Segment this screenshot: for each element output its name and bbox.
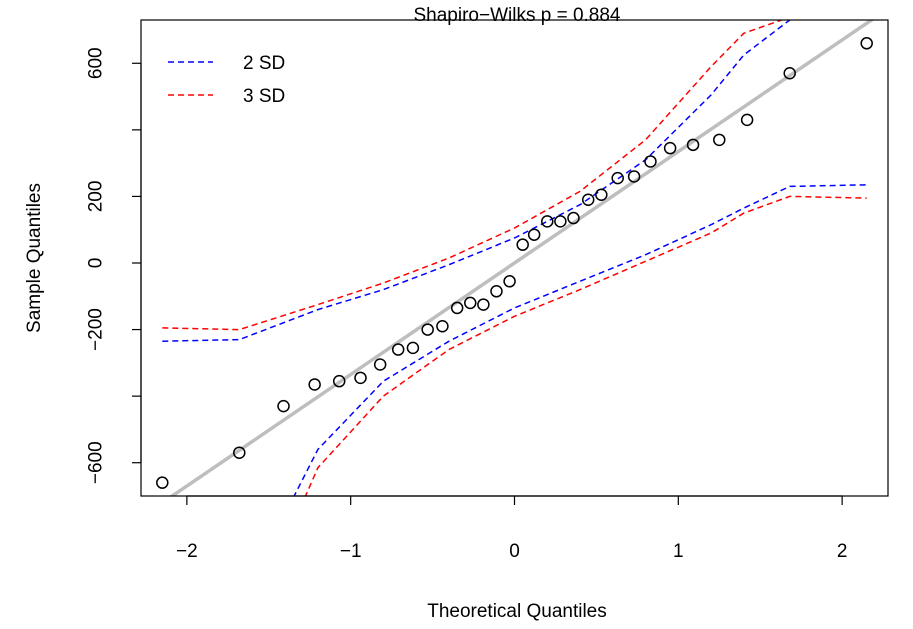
y-tick-label: −200 bbox=[86, 308, 107, 351]
y-tick-label: 600 bbox=[86, 47, 107, 79]
envelope-2-upper bbox=[162, 20, 782, 331]
x-tick-label: 0 bbox=[509, 541, 520, 562]
data-point bbox=[713, 133, 726, 147]
envelope-1-lower bbox=[293, 184, 867, 496]
x-tick-label: −2 bbox=[176, 541, 198, 562]
data-point bbox=[627, 170, 641, 183]
data-point bbox=[277, 399, 290, 413]
data-point bbox=[233, 446, 246, 459]
data-point bbox=[567, 211, 580, 225]
data-point bbox=[436, 319, 449, 333]
data-point bbox=[554, 215, 567, 228]
data-point bbox=[686, 138, 700, 152]
data-point bbox=[373, 358, 387, 371]
data-point bbox=[503, 275, 516, 288]
data-point bbox=[644, 155, 657, 168]
data-point bbox=[783, 67, 796, 80]
data-point bbox=[581, 193, 595, 206]
x-tick-label: 2 bbox=[837, 541, 848, 562]
y-tick-label: −600 bbox=[86, 441, 107, 484]
envelope-2-lower bbox=[304, 195, 867, 496]
chart-title: Shapiro−Wilks p = 0.884 bbox=[413, 5, 620, 26]
data-point bbox=[477, 298, 490, 311]
data-point bbox=[354, 371, 367, 385]
data-point bbox=[595, 188, 608, 202]
data-point bbox=[490, 285, 503, 298]
x-tick-label: 1 bbox=[673, 541, 684, 562]
data-point bbox=[406, 341, 420, 355]
data-point bbox=[740, 113, 754, 127]
data-point bbox=[421, 323, 434, 336]
data-point bbox=[527, 228, 541, 241]
x-axis-label: Theoretical Quantiles bbox=[427, 601, 607, 622]
data-point bbox=[332, 374, 346, 388]
data-point bbox=[663, 141, 677, 155]
plot-area bbox=[156, 20, 875, 496]
y-axis-label: Sample Quantiles bbox=[24, 183, 45, 333]
y-tick-label: 0 bbox=[86, 258, 107, 269]
envelope-1-upper bbox=[162, 20, 791, 342]
data-point bbox=[516, 238, 529, 251]
data-point bbox=[464, 296, 477, 310]
y-tick-label: 200 bbox=[86, 181, 107, 213]
legend-label: 2 SD bbox=[243, 53, 285, 74]
legend: 2 SD 3 SD bbox=[168, 53, 285, 107]
data-point bbox=[391, 343, 405, 356]
x-tick-label: −1 bbox=[340, 541, 362, 562]
data-point bbox=[541, 215, 554, 228]
data-point bbox=[450, 301, 464, 315]
reference-line bbox=[169, 20, 875, 496]
data-point bbox=[611, 171, 624, 185]
y-axis: −600 −200 0 200 600 bbox=[86, 47, 142, 484]
data-point bbox=[156, 476, 169, 489]
legend-label: 3 SD bbox=[243, 86, 285, 107]
x-axis: −2 −1 0 1 2 bbox=[176, 495, 848, 562]
data-point bbox=[860, 37, 873, 50]
data-point bbox=[308, 378, 321, 391]
